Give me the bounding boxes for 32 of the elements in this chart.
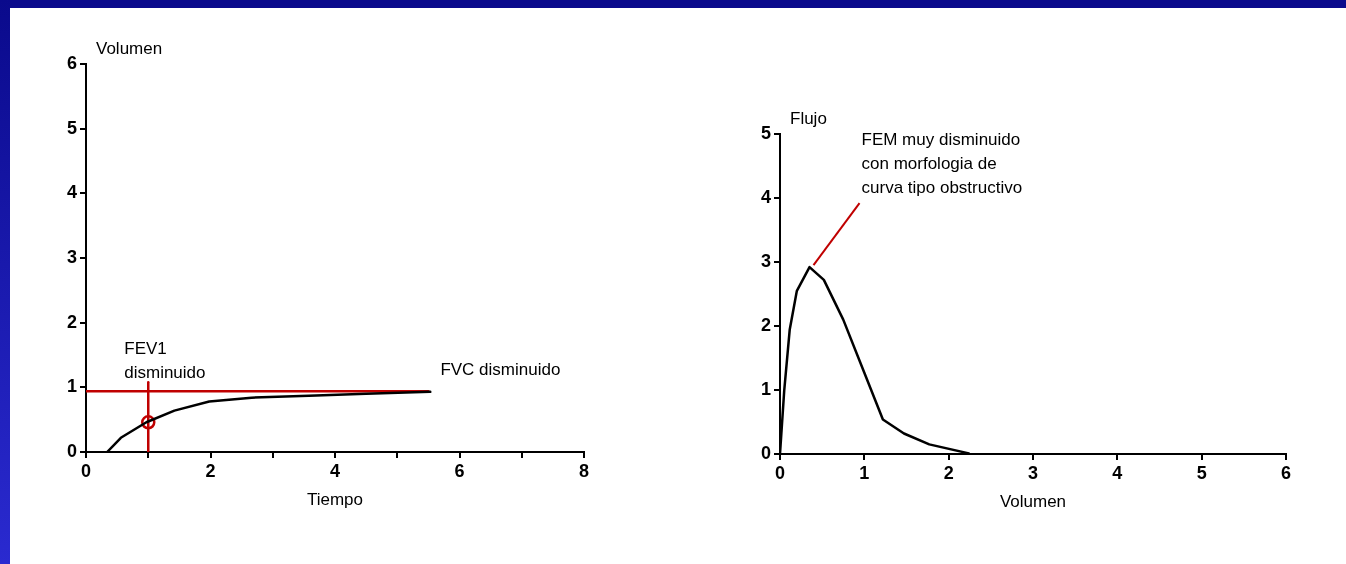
y-tick-label: 2: [66, 311, 77, 332]
annotation: FEM muy disminuido con morfologia de curva tipo obstructivo: [861, 130, 1023, 198]
x-tick-label: 2: [205, 460, 216, 481]
y-tick-label: 5: [760, 122, 771, 143]
x-tick-label: 6: [454, 460, 465, 481]
y-tick-label: 5: [66, 117, 77, 138]
x-tick-label: 1: [859, 462, 870, 483]
x-tick-label: 4: [329, 460, 341, 481]
y-axis-title: Volumen: [96, 39, 163, 59]
x-tick-label: 3: [1027, 462, 1039, 483]
y-tick-label: 4: [66, 182, 77, 203]
y-tick-label: 1: [66, 376, 77, 397]
y-tick-label: 0: [760, 442, 771, 463]
y-tick-label: 0: [66, 440, 77, 461]
annotation: FEV1 disminuido: [124, 339, 206, 383]
y-axis-title: Flujo: [790, 109, 827, 129]
y-tick-label: 3: [66, 246, 77, 267]
x-tick-label: 8: [578, 460, 590, 481]
x-tick-label: 0: [80, 460, 92, 481]
y-tick-label: 4: [760, 186, 771, 207]
x-tick-label: 0: [774, 462, 786, 483]
x-tick-label: 4: [1112, 462, 1123, 483]
y-tick-label: 3: [760, 250, 771, 271]
y-tick-label: 6: [66, 52, 77, 73]
x-axis-title: Tiempo: [306, 490, 364, 510]
x-tick-label: 2: [943, 462, 954, 483]
y-tick-label: 2: [760, 314, 771, 335]
x-axis-title: Volumen: [999, 492, 1067, 512]
annotation: FVC disminuido: [440, 360, 561, 380]
y-tick-label: 1: [760, 378, 771, 399]
x-tick-label: 6: [1280, 462, 1292, 483]
x-tick-label: 5: [1196, 462, 1207, 483]
